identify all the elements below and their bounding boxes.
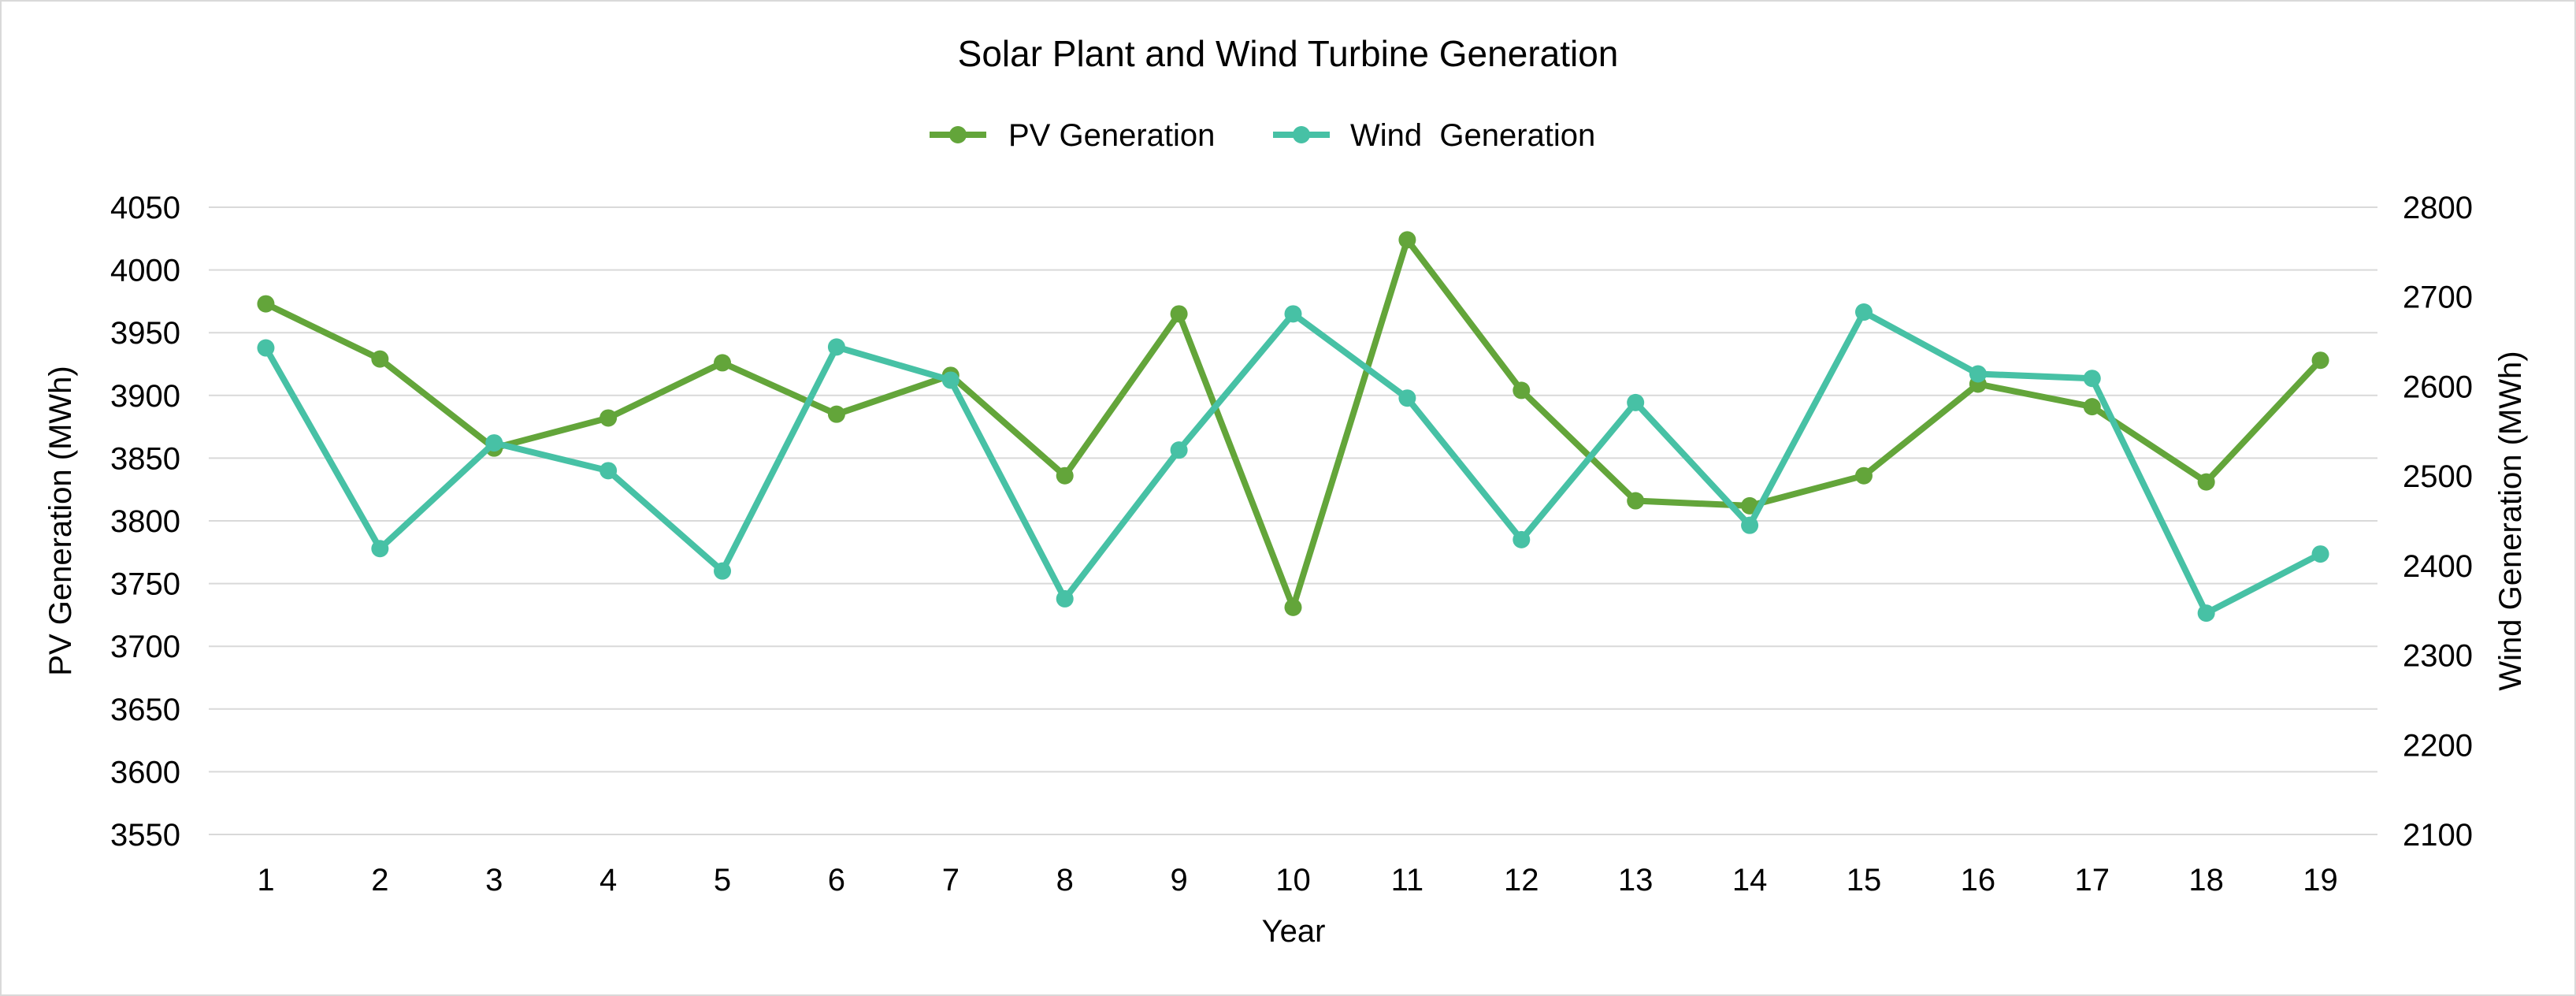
x-tick-label: 4 bbox=[599, 863, 617, 898]
x-tick-label: 15 bbox=[1847, 863, 1882, 898]
y-axis-title: PV Generation (MWh) bbox=[43, 366, 78, 675]
legend-marker-pv bbox=[949, 126, 967, 143]
data-point-wind bbox=[599, 462, 618, 480]
y-tick-label: 3700 bbox=[110, 630, 180, 664]
x-tick-label: 18 bbox=[2188, 863, 2224, 898]
data-point-wind bbox=[941, 371, 960, 389]
data-point-wind bbox=[714, 562, 732, 580]
x-tick-label: 17 bbox=[2075, 863, 2110, 898]
data-point-pv bbox=[599, 409, 618, 427]
x-tick-label: 14 bbox=[1732, 863, 1768, 898]
data-point-wind bbox=[1284, 305, 1302, 323]
data-point-pv bbox=[1741, 496, 1759, 515]
data-point-wind bbox=[1056, 589, 1074, 608]
chart-title: Solar Plant and Wind Turbine Generation bbox=[958, 33, 1619, 74]
x-tick-label: 11 bbox=[1391, 863, 1424, 898]
data-point-wind bbox=[1969, 365, 1987, 383]
y-tick-label: 3600 bbox=[110, 755, 180, 790]
data-point-wind bbox=[1854, 303, 1873, 321]
data-point-wind bbox=[2083, 370, 2101, 388]
legend-label-pv: PV Generation bbox=[1008, 118, 1215, 153]
series-wind bbox=[257, 303, 2329, 622]
y-tick-label: 3750 bbox=[110, 567, 180, 602]
data-point-wind bbox=[1513, 530, 1531, 548]
y-tick-label: 3800 bbox=[110, 504, 180, 539]
data-point-wind bbox=[1741, 516, 1759, 534]
data-point-pv bbox=[2197, 473, 2215, 491]
y-tick-label: 3650 bbox=[110, 693, 180, 727]
x-tick-label: 1 bbox=[257, 863, 274, 898]
y-tick-label: 3550 bbox=[110, 818, 180, 853]
legend: PV Generation Wind Generation bbox=[930, 118, 1595, 153]
y2-tick-label: 2200 bbox=[2403, 728, 2473, 763]
x-axis-title: Year bbox=[1262, 914, 1326, 949]
data-point-wind bbox=[371, 540, 389, 558]
y2-axis-title: Wind Generation (MWh) bbox=[2493, 351, 2528, 690]
y2-tick-label: 2800 bbox=[2403, 191, 2473, 225]
data-point-pv bbox=[827, 405, 845, 423]
y-tick-label: 4050 bbox=[110, 191, 180, 225]
series-pv bbox=[257, 231, 2329, 616]
x-tick-label: 9 bbox=[1170, 863, 1187, 898]
data-point-wind bbox=[2197, 604, 2215, 622]
y-tick-label: 3900 bbox=[110, 379, 180, 414]
data-point-wind bbox=[827, 338, 845, 356]
x-tick-label: 16 bbox=[1961, 863, 1996, 898]
data-point-wind bbox=[1398, 389, 1416, 407]
y2-tick-label: 2400 bbox=[2403, 549, 2473, 584]
data-point-pv bbox=[1854, 466, 1873, 485]
data-point-pv bbox=[371, 350, 389, 368]
data-point-wind bbox=[485, 434, 503, 452]
legend-item-pv: PV Generation bbox=[930, 118, 1215, 153]
x-tick-label: 8 bbox=[1056, 863, 1074, 898]
data-point-pv bbox=[1284, 598, 1302, 616]
data-point-pv bbox=[714, 354, 732, 372]
data-point-wind bbox=[1627, 393, 1645, 411]
data-point-pv bbox=[2311, 351, 2329, 370]
data-point-wind bbox=[2311, 545, 2329, 563]
x-tick-label: 12 bbox=[1504, 863, 1539, 898]
x-tick-label: 13 bbox=[1618, 863, 1654, 898]
legend-item-wind: Wind Generation bbox=[1273, 118, 1595, 153]
y2-tick-label: 2300 bbox=[2403, 639, 2473, 674]
y-tick-label: 4000 bbox=[110, 254, 180, 288]
x-tick-label: 6 bbox=[828, 863, 845, 898]
data-point-pv bbox=[257, 295, 275, 313]
data-point-wind bbox=[1170, 441, 1188, 459]
x-tick-label: 19 bbox=[2303, 863, 2338, 898]
data-point-wind bbox=[257, 339, 275, 357]
x-tick-label: 5 bbox=[714, 863, 731, 898]
data-point-pv bbox=[1056, 466, 1074, 485]
data-point-pv bbox=[2083, 398, 2101, 416]
y2-tick-label: 2100 bbox=[2403, 818, 2473, 853]
data-point-pv bbox=[1513, 381, 1531, 400]
x-tick-label: 7 bbox=[942, 863, 960, 898]
x-tick-label: 10 bbox=[1275, 863, 1311, 898]
data-point-pv bbox=[1170, 305, 1188, 323]
data-point-pv bbox=[1627, 492, 1645, 510]
x-tick-label: 2 bbox=[371, 863, 388, 898]
legend-marker-wind bbox=[1293, 126, 1310, 143]
legend-label-wind: Wind Generation bbox=[1350, 118, 1595, 153]
y-tick-label: 3950 bbox=[110, 316, 180, 351]
y2-tick-label: 2600 bbox=[2403, 370, 2473, 404]
y2-tick-label: 2700 bbox=[2403, 281, 2473, 315]
y-tick-label: 3850 bbox=[110, 441, 180, 476]
x-tick-label: 3 bbox=[485, 863, 503, 898]
y2-tick-label: 2500 bbox=[2403, 459, 2473, 494]
data-point-pv bbox=[1398, 231, 1416, 249]
